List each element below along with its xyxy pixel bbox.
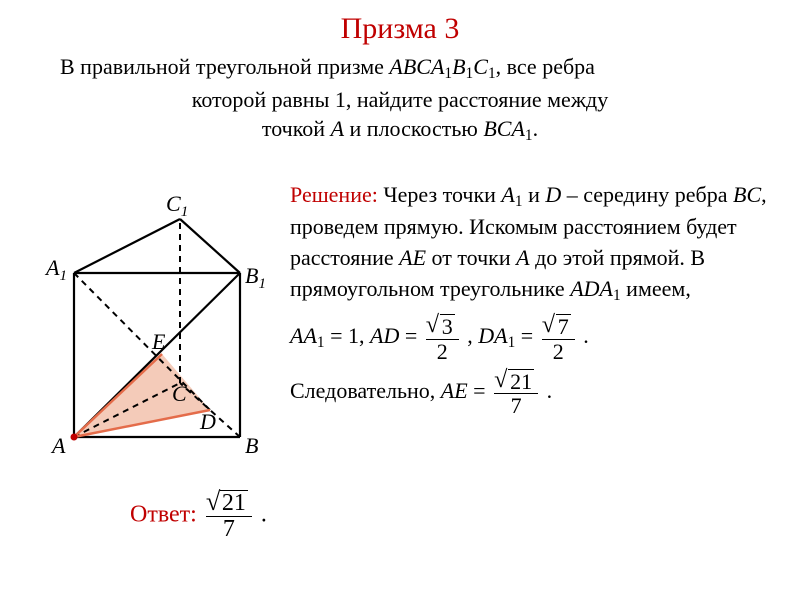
solution-label: Решение: <box>290 182 378 207</box>
sol-ada1: ADA <box>570 276 613 301</box>
frac1-den: 2 <box>426 340 459 363</box>
prism-diagram: A B C A1 B1 C1 D E <box>40 165 280 465</box>
label-b1: B1 <box>245 263 266 292</box>
eq2-end: . <box>547 378 553 403</box>
sol-bc: BC <box>733 182 761 207</box>
label-a: A <box>50 433 66 458</box>
frac3-num: 21 <box>508 369 534 393</box>
sol-t2: и <box>523 182 546 207</box>
eq2-ae: AE <box>441 378 468 403</box>
label-c1: C1 <box>166 191 188 220</box>
eq-ad: AD <box>370 324 399 349</box>
answer-frac: 21 7 <box>206 490 252 542</box>
slide-title: Призма 3 <box>0 12 800 46</box>
solution-text: Решение: Через точки A1 и D – середину р… <box>290 180 770 417</box>
prism-name-3: C <box>473 54 488 79</box>
ans-num: 21 <box>220 490 248 516</box>
eq-sep: , <box>467 324 478 349</box>
eq-val: = 1, <box>325 324 370 349</box>
frac2-num: 7 <box>556 314 571 338</box>
frac-2: 7 2 <box>542 314 575 362</box>
answer-end: . <box>261 502 267 528</box>
problem-line3-mid: и плоскостью <box>344 116 483 141</box>
problem-text: В правильной треугольной призме ABCA1B1C… <box>60 52 740 147</box>
frac-3: 21 7 <box>494 369 538 417</box>
ans-den: 7 <box>206 517 252 542</box>
sol-t1: Через точки <box>378 182 502 207</box>
prism-name-2: B <box>452 54 465 79</box>
answer-text: Ответ: 21 7 . <box>130 490 267 542</box>
sub-1a: 1 <box>444 65 452 82</box>
point-a-marker <box>71 434 78 441</box>
sol-sub1: 1 <box>515 193 523 210</box>
equation-line-2: Следовательно, AE = 21 7 . <box>290 369 770 417</box>
eq-aa1: AA <box>290 324 317 349</box>
eq-sub1: 1 <box>317 334 325 351</box>
frac-1: 3 2 <box>426 314 459 362</box>
sol-d: D <box>545 182 561 207</box>
sol-t7: имеем, <box>621 276 691 301</box>
sol-sub1b: 1 <box>613 287 621 304</box>
eq-eq1: = <box>399 324 422 349</box>
plane: BCA <box>483 116 525 141</box>
eq-end1: . <box>583 324 589 349</box>
problem-line1-pre: В правильной треугольной призме <box>60 54 389 79</box>
slide: Призма 3 В правильной треугольной призме… <box>0 0 800 600</box>
eq-da1: DA <box>478 324 507 349</box>
sol-a: A <box>516 245 529 270</box>
frac1-num: 3 <box>440 314 455 338</box>
label-e: E <box>151 329 166 354</box>
eq2-pre: Следовательно, <box>290 378 441 403</box>
sol-t3: – середину ребра <box>561 182 733 207</box>
sub-1c: 1 <box>488 65 496 82</box>
problem-line3-post: . <box>533 116 539 141</box>
problem-line3-pre: точкой <box>262 116 331 141</box>
equation-line-1: AA1 = 1, AD = 3 2 , DA1 = 7 2 . <box>290 314 770 362</box>
sol-t5: от точки <box>426 245 516 270</box>
problem-line2: которой равны 1, найдите расстояние межд… <box>192 87 608 112</box>
label-d: D <box>199 409 216 434</box>
label-b: B <box>245 433 258 458</box>
frac2-den: 2 <box>542 340 575 363</box>
point-a: A <box>331 116 344 141</box>
eq2-eq: = <box>468 378 491 403</box>
sub-1d: 1 <box>525 127 533 144</box>
eq-eq2: = <box>515 324 538 349</box>
prism-name-1: ABCA <box>389 54 444 79</box>
answer-label: Ответ: <box>130 502 197 528</box>
label-a1: A1 <box>44 255 67 284</box>
sol-a1: A <box>501 182 514 207</box>
frac3-den: 7 <box>494 394 538 417</box>
problem-line1-post: , все ребра <box>496 54 595 79</box>
label-c: C <box>172 381 187 406</box>
sol-ae: AE <box>399 245 426 270</box>
